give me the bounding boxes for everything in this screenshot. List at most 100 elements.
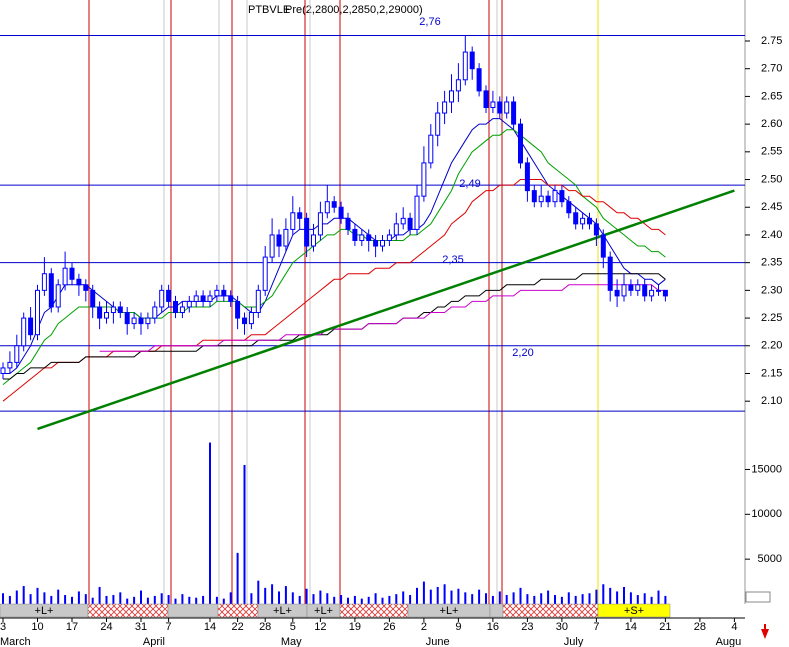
x-tick-label: 3 (0, 621, 6, 633)
volume-bar (457, 588, 460, 604)
volume-bar (471, 594, 474, 604)
candle-body (311, 234, 316, 247)
candle-body (407, 217, 413, 230)
candle-body (41, 273, 47, 291)
volume-bar (367, 596, 370, 604)
candle-body (386, 234, 392, 241)
candle-body (21, 317, 27, 347)
candle-body (649, 289, 655, 297)
candle-body (421, 162, 427, 197)
volume-bar (664, 595, 667, 604)
volume-bar (146, 597, 149, 604)
candle-body (352, 228, 358, 241)
volume-bar (215, 596, 218, 604)
volume-bar (64, 595, 67, 604)
candle-body (159, 289, 165, 308)
x-tick-label: 30 (556, 621, 568, 633)
candle-body (490, 101, 496, 108)
volume-bar (650, 596, 653, 604)
candle-body (262, 256, 268, 291)
volume-bar (353, 595, 356, 604)
volume-bar (57, 589, 60, 604)
candle-body (504, 101, 510, 114)
candle-body (186, 300, 192, 308)
y-tick-label: 2.30 (761, 284, 782, 296)
volume-bar (560, 596, 563, 604)
candle-body (83, 284, 89, 291)
candle-body (531, 190, 537, 203)
month-label: May (281, 636, 302, 647)
candle-body (35, 289, 40, 336)
volume-bar (347, 597, 349, 604)
volume-bar (450, 590, 453, 604)
candle-body (400, 217, 406, 225)
candle-body (14, 345, 20, 363)
volume-bar (567, 592, 570, 604)
candle-body (593, 223, 599, 236)
candle-body (607, 256, 613, 291)
candle-body (338, 206, 344, 219)
candle-body (179, 306, 185, 314)
candle-body (621, 284, 627, 297)
candle-body (538, 195, 544, 203)
y-tick-label: 2.50 (761, 173, 782, 185)
volume-bar (195, 597, 198, 604)
volume-tick-label: 15000 (751, 463, 782, 475)
volume-bar (554, 595, 556, 604)
volume-bar (8, 595, 11, 604)
candle-body (580, 217, 586, 225)
volume-bar (485, 593, 487, 604)
volume-bar (181, 594, 184, 604)
candle-body (290, 212, 296, 230)
candle-body (152, 306, 158, 319)
signal-segment (502, 603, 599, 618)
volume-bar (498, 591, 501, 604)
volume-bar (229, 592, 232, 604)
y-tick-label: 2.25 (761, 312, 782, 324)
scroll-box (745, 591, 771, 603)
volume-bar (71, 596, 73, 604)
candle-body (200, 295, 206, 302)
volume-bar (312, 594, 315, 604)
candle-body (449, 90, 454, 103)
x-tick-label: 23 (521, 621, 533, 633)
volume-bar (257, 580, 260, 604)
candle-body (366, 234, 372, 241)
y-tick-label: 2.15 (761, 367, 782, 379)
volume-bar (15, 590, 18, 604)
x-tick-label: 17 (66, 621, 78, 633)
candle-body (221, 289, 227, 297)
x-tick-label: 9 (455, 621, 461, 633)
candle-body (518, 123, 523, 164)
signal-segment (217, 603, 259, 618)
candle-body (317, 212, 323, 236)
y-tick-label: 2.70 (761, 63, 782, 75)
trend-line (37, 189, 735, 431)
volume-bar (305, 588, 308, 604)
month-label: Augu (716, 636, 742, 647)
level-label: 2,76 (419, 16, 440, 28)
volume-bar (43, 592, 46, 604)
x-tick-label: 16 (487, 621, 499, 633)
candle-body (124, 312, 130, 325)
volume-bar (519, 587, 522, 604)
candle-body (373, 239, 379, 247)
x-tick-label: 10 (31, 621, 43, 633)
volume-bar (236, 552, 239, 604)
candle-body (324, 201, 330, 214)
volume-bar (167, 595, 170, 604)
title: PTBVLE (248, 4, 290, 16)
candle-body (662, 289, 668, 297)
volume-bar (416, 587, 418, 604)
volume-bar (133, 596, 136, 604)
volume-bar (250, 593, 253, 604)
candle-body (7, 361, 13, 369)
y-tick-label: 2.55 (761, 146, 782, 158)
x-tick-label: 21 (659, 621, 671, 633)
volume-bar (381, 597, 384, 604)
candle-body (435, 112, 441, 136)
candle-body (62, 267, 68, 286)
candle-body (393, 223, 399, 236)
